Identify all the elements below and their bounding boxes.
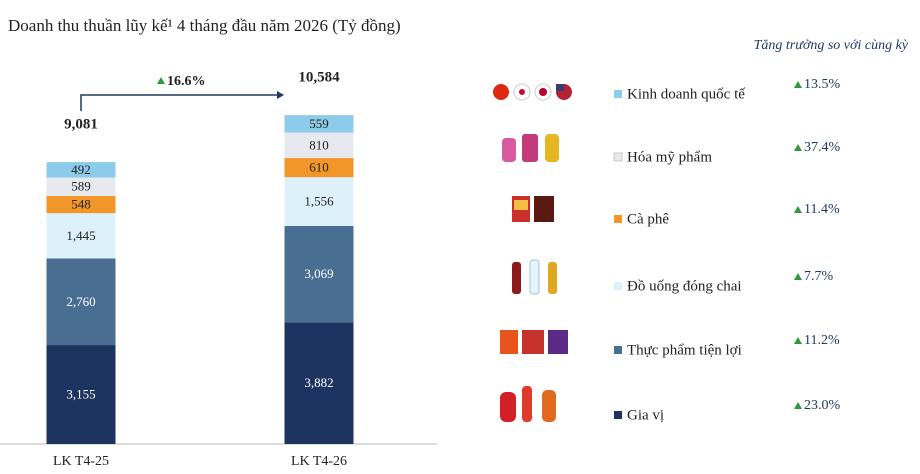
- bar-segment: [46, 162, 116, 178]
- value-label: 1,556: [304, 194, 334, 209]
- growth-marker: [794, 81, 802, 88]
- bar-segment: [284, 115, 354, 133]
- icons: [493, 83, 572, 422]
- growth-marker: [794, 206, 802, 213]
- legend-swatch: [613, 152, 623, 162]
- growth-label: 11.4%: [804, 202, 840, 217]
- x-tick-label: LK T4-25: [53, 454, 109, 469]
- legend-label: Hóa mỹ phẩm: [627, 149, 712, 165]
- chart-title: Doanh thu thuần lũy kế¹ 4 tháng đầu năm …: [8, 16, 401, 35]
- value-label: 589: [71, 179, 91, 194]
- legend-label: Đồ uống đóng chai: [627, 278, 742, 294]
- legend-label: Thực phẩm tiện lợi: [627, 342, 742, 358]
- value-label: 559: [309, 116, 329, 131]
- value-label: 548: [71, 197, 91, 212]
- bar-segment: [46, 177, 116, 196]
- bar-segment: [284, 322, 354, 444]
- legend-swatch: [614, 411, 622, 419]
- growth-marker: [794, 273, 802, 280]
- growth-label: 11.2%: [804, 333, 840, 348]
- value-label: 3,069: [304, 266, 333, 281]
- total-label: 9,081: [64, 117, 98, 133]
- growth-arrow: [80, 94, 277, 112]
- legend-swatch: [614, 90, 622, 98]
- growth-label: 13.5%: [804, 77, 841, 92]
- legend-label: Kinh doanh quốc tế: [627, 86, 745, 102]
- bar-segment: [46, 258, 116, 346]
- value-label: 1,445: [66, 228, 95, 243]
- growth-marker: [157, 77, 165, 84]
- growth-marker: [794, 144, 802, 151]
- legend-label: Gia vị: [627, 407, 664, 423]
- growth-label: 7.7%: [804, 269, 834, 284]
- value-label: 810: [309, 137, 329, 152]
- legend-label: Cà phê: [627, 211, 669, 227]
- bar-segment: [46, 213, 116, 259]
- legend-swatch: [614, 346, 622, 354]
- bar-segment: [46, 195, 116, 214]
- total-label: 10,584: [298, 69, 340, 85]
- growth-marker: [794, 402, 802, 409]
- total-growth-label: 16.6%: [167, 74, 206, 89]
- bar-segment: [284, 225, 354, 323]
- growth-label: 23.0%: [804, 398, 841, 413]
- bar-segment: [46, 345, 116, 444]
- value-label: 610: [309, 160, 329, 175]
- value-label: 2,760: [66, 294, 95, 309]
- bar-segment: [284, 177, 354, 226]
- legend-swatch: [614, 282, 622, 290]
- x-tick-label: LK T4-26: [291, 454, 347, 469]
- growth-header: Tăng trưởng so với cùng kỳ: [754, 38, 909, 53]
- value-label: 492: [71, 162, 91, 177]
- value-label: 3,882: [304, 375, 333, 390]
- growth-label: 37.4%: [804, 140, 841, 155]
- bar-segment: [284, 158, 354, 178]
- arrow-head: [277, 91, 284, 100]
- legend-swatch: [614, 215, 622, 223]
- value-label: 3,155: [66, 387, 95, 402]
- growth-marker: [794, 337, 802, 344]
- bar-segment: [284, 132, 354, 159]
